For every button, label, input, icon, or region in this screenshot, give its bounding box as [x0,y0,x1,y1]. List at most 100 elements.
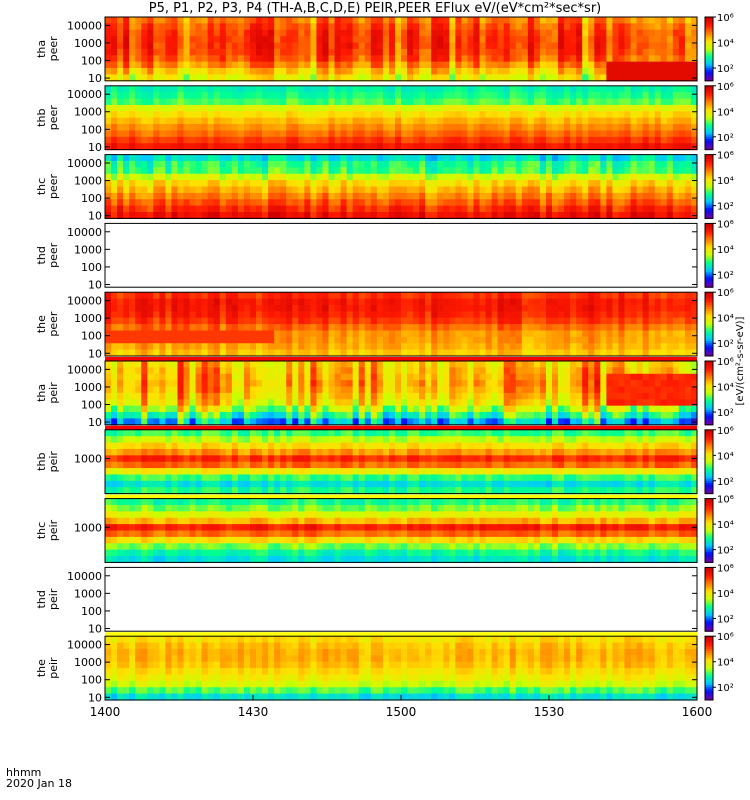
spectrogram-cell [401,74,408,82]
spectrogram-cell [552,68,559,76]
spectrogram-cell [135,298,142,306]
spectrogram-cell [370,29,378,37]
spectrogram-cell [165,61,173,69]
spectrogram-cell [195,92,203,100]
spectrogram-cell [588,330,595,338]
spectrogram-cell [213,380,221,388]
spectrogram-cell [352,111,360,119]
spectrogram-cell [334,104,342,112]
spectrogram-cell [141,160,148,168]
spectrogram-cell [201,392,209,400]
spectrogram-cell [479,361,487,368]
spectrogram-cell [207,304,215,312]
spectrogram-cell [141,61,148,69]
spectrogram-cell [207,130,215,138]
spectrogram-cell [177,367,185,375]
spectrogram-cell [237,61,245,69]
spectrogram-cell [394,85,402,93]
spectrogram-cell [153,399,160,407]
spectrogram-cell [225,336,233,344]
spectrogram-cell [443,130,450,138]
spectrogram-cell [304,117,311,125]
spectrogram-cell [207,412,215,420]
spectrogram-cell [413,85,420,93]
spectrogram-cell [153,405,160,413]
spectrogram-cell [370,36,378,44]
spectrogram-cell [165,349,173,357]
spectrogram-cell [467,143,475,151]
spectrogram-cell [117,418,124,426]
spectrogram-cell [274,367,281,375]
spectrogram-cell [358,143,366,151]
spectrogram-cell [328,130,336,138]
spectrogram-cell [588,74,595,82]
spectrogram-cell [165,292,173,300]
spectrogram-cell [503,55,511,63]
spectrogram-cell [401,124,408,132]
spectrogram-cell [334,336,342,344]
spectrogram-cell [123,418,130,426]
spectrogram-cell [503,336,511,344]
spectrogram-cell [419,48,426,56]
spectrogram-cell [425,17,432,24]
spectrogram-cell [407,61,414,69]
spectrogram-cell [177,136,185,144]
spectrogram-cell [298,192,305,200]
spectrogram-cell [364,205,372,213]
spectrogram-cell [630,324,638,332]
spectrogram-cell [189,111,197,119]
spectrogram-cell [298,343,305,351]
spectrogram-cell [231,17,239,24]
spectrogram-cell [213,55,221,63]
spectrogram-cell [304,399,311,407]
spectrogram-cell [201,74,209,82]
spectrogram-cell [648,48,656,56]
spectrogram-cell [413,343,420,351]
spectrogram-cell [509,173,517,181]
spectrogram-cell [491,180,499,188]
spectrogram-cell [237,42,245,50]
spectrogram-cell [642,192,650,200]
spectrogram-cell [582,42,589,50]
colorbar-segment [705,248,713,252]
spectrogram-cell [135,311,142,319]
spectrogram-cell [558,167,565,175]
spectrogram-cell [588,361,595,368]
colorbar-segment [705,34,713,37]
spectrogram-cell [455,418,463,426]
spectrogram-cell [268,399,275,407]
spectrogram-cell [394,336,402,344]
spectrogram-cell [352,367,360,375]
spectrogram-cell [256,336,263,344]
spectrogram-cell [618,29,626,37]
spectrogram-cell [243,304,251,312]
spectrogram-cell [231,23,239,31]
spectrogram-cell [364,380,372,388]
spectrogram-cell [340,55,348,63]
spectrogram-cell [473,336,481,344]
spectrogram-cell [636,48,644,56]
spectrogram-cell [678,68,686,76]
spectrogram-cell [195,298,203,306]
spectrogram-cell [576,412,583,420]
spectrogram-cell [690,130,698,138]
spectrogram-cell [515,55,523,63]
spectrogram-cell [243,405,251,413]
spectrogram-cell [570,349,577,357]
spectrogram-cell [123,324,130,332]
spectrogram-cell [316,330,324,338]
spectrogram-cell [443,386,450,394]
spectrogram-cell [225,23,233,31]
spectrogram-cell [509,380,517,388]
spectrogram-cell [401,412,408,420]
spectrogram-cell [485,48,493,56]
spectrogram-cell [407,317,414,325]
spectrogram-cell [129,173,136,181]
spectrogram-cell [159,298,167,306]
spectrogram-cell [558,111,565,119]
spectrogram-cell [582,343,589,351]
spectrogram-cell [129,317,136,325]
spectrogram-cell [618,154,626,162]
spectrogram-cell [485,124,493,132]
colorbar-segment [705,48,713,52]
